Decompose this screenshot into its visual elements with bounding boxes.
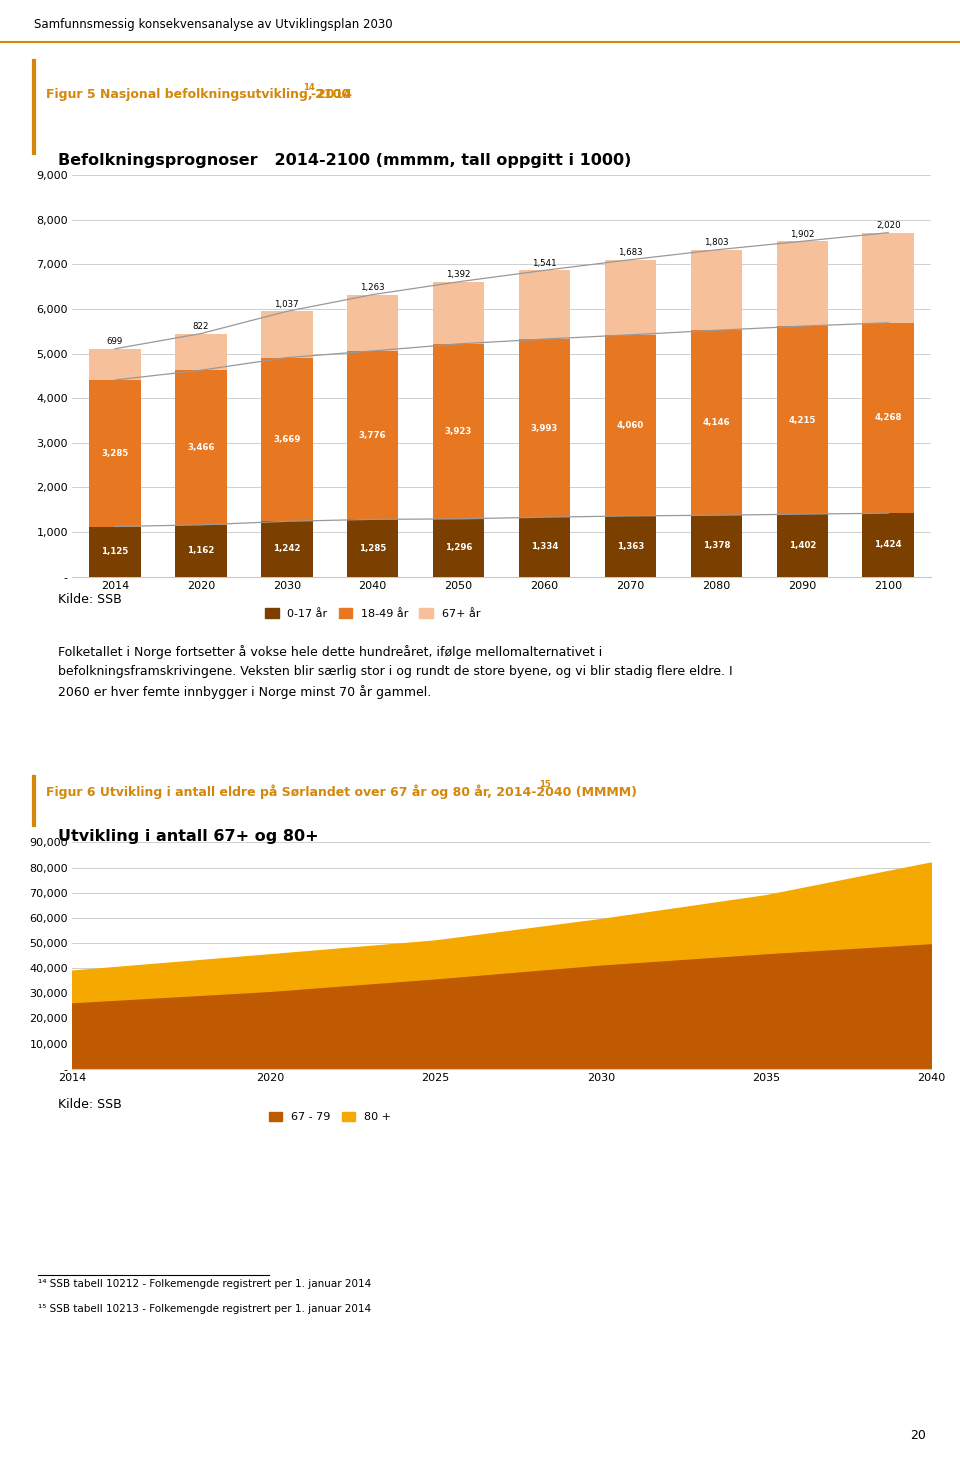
Bar [261,358,313,521]
Text: 1,037: 1,037 [275,299,300,308]
Text: 699: 699 [107,337,123,346]
Text: 3,669: 3,669 [273,435,300,444]
Text: ¹⁵ SSB tabell 10213 - Folkemengde registrert per 1. januar 2014: ¹⁵ SSB tabell 10213 - Folkemengde regist… [38,1304,372,1314]
Legend: 67 - 79, 80 +: 67 - 79, 80 + [264,1107,396,1127]
Text: 1,541: 1,541 [532,258,557,267]
Bar [175,524,227,577]
Text: Befolkningsprognoser   2014-2100 (mmmm, tall oppgitt i 1000): Befolkningsprognoser 2014-2100 (mmmm, ta… [58,153,631,168]
Text: 14: 14 [303,83,315,92]
Bar [261,521,313,577]
Bar [690,515,742,577]
Bar [690,330,742,515]
Text: 1,683: 1,683 [618,248,643,257]
Text: Kilde: SSB: Kilde: SSB [58,593,121,606]
Text: Figur 5 Nasjonal befolkningsutvikling, 2014: Figur 5 Nasjonal befolkningsutvikling, 2… [46,88,352,101]
Text: 3,285: 3,285 [102,448,129,458]
Bar [518,270,570,339]
Text: 822: 822 [193,321,209,331]
Text: 1,378: 1,378 [703,542,731,550]
Text: Samfunnsmessig konsekvensanalyse av Utviklingsplan 2030: Samfunnsmessig konsekvensanalyse av Utvi… [34,18,393,31]
Text: 3,923: 3,923 [444,426,472,437]
Bar [347,295,398,350]
Text: 1,242: 1,242 [273,545,300,553]
Text: 1,296: 1,296 [444,543,472,552]
Text: 1,392: 1,392 [446,270,471,279]
Text: Figur 6 Utvikling i antall eldre på Sørlandet over 67 år og 80 år, 2014-2040 (MM: Figur 6 Utvikling i antall eldre på Sørl… [46,784,637,799]
Bar [777,326,828,514]
Text: 1,162: 1,162 [187,546,215,555]
Text: Folketallet i Norge fortsetter å vokse hele dette hundreåret, ifølge mellomalter: Folketallet i Norge fortsetter å vokse h… [58,645,732,699]
Text: 1,285: 1,285 [359,543,386,552]
Bar [89,349,141,380]
Bar [433,345,485,518]
Text: -2100: -2100 [310,88,350,101]
Text: ¹⁴ SSB tabell 10212 - Folkemengde registrert per 1. januar 2014: ¹⁴ SSB tabell 10212 - Folkemengde regist… [38,1279,372,1289]
Text: 1,125: 1,125 [102,548,129,556]
Text: 4,060: 4,060 [617,420,644,429]
Text: 3,466: 3,466 [187,442,215,453]
Bar [605,334,657,515]
Text: Utvikling i antall 67+ og 80+: Utvikling i antall 67+ og 80+ [58,829,318,844]
Text: 3,993: 3,993 [531,423,559,432]
Text: 1,902: 1,902 [790,229,815,238]
Text: 1,363: 1,363 [616,542,644,550]
Text: 1,402: 1,402 [788,540,816,550]
Bar [347,350,398,520]
Bar [175,333,227,371]
Bar [690,250,742,330]
Bar [605,515,657,577]
Legend: 0-17 år, 18-49 år, 67+ år: 0-17 år, 18-49 år, 67+ år [261,604,485,623]
Bar [777,514,828,577]
Text: 1,424: 1,424 [875,540,902,549]
Text: 2,020: 2,020 [876,220,900,231]
Bar [433,282,485,345]
Text: 20: 20 [910,1429,926,1442]
Bar [261,311,313,358]
Text: 1,263: 1,263 [360,283,385,292]
Bar [862,232,914,323]
Bar [175,371,227,524]
Bar [518,339,570,517]
Text: 4,215: 4,215 [788,416,816,425]
Bar [862,512,914,577]
Text: 1,334: 1,334 [531,543,559,552]
Text: 3,776: 3,776 [359,431,387,439]
Bar [605,260,657,334]
Text: 4,146: 4,146 [703,418,731,428]
Bar [862,323,914,512]
Text: 4,268: 4,268 [875,413,902,422]
Bar [518,517,570,577]
Bar [89,527,141,577]
Bar [89,380,141,527]
Bar [347,520,398,577]
Text: Kilde: SSB: Kilde: SSB [58,1098,121,1111]
Bar [433,518,485,577]
Bar [777,241,828,326]
Text: 1,803: 1,803 [704,238,729,247]
Text: 15: 15 [539,780,550,788]
